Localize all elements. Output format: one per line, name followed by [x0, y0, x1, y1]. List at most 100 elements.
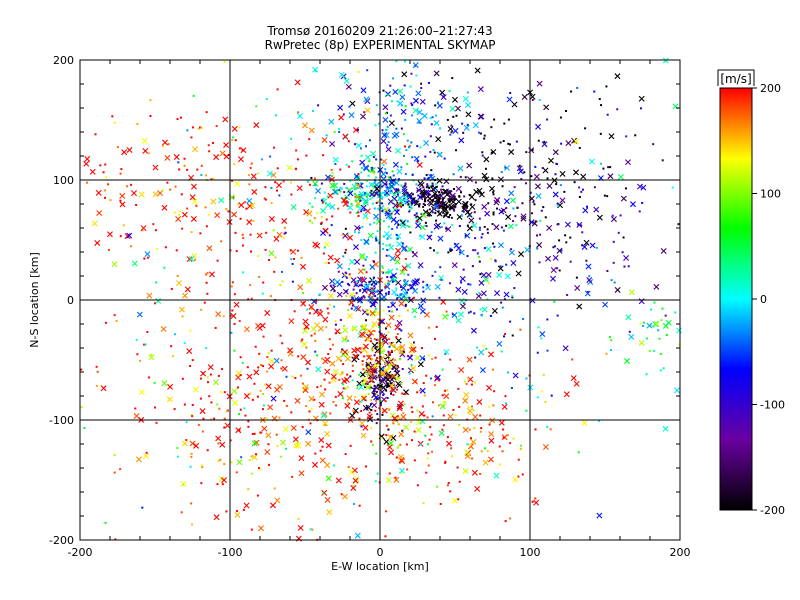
cross-marker	[614, 286, 621, 293]
cross-marker	[188, 256, 195, 263]
dot-marker	[447, 216, 450, 219]
cross-marker	[593, 206, 600, 213]
dot-marker	[379, 399, 382, 402]
dot-marker	[385, 389, 388, 392]
dot-marker	[471, 457, 474, 460]
dot-marker	[351, 379, 354, 382]
cross-marker	[373, 213, 380, 220]
dot-marker	[238, 147, 241, 150]
cross-marker	[385, 322, 392, 329]
dot-marker	[197, 127, 200, 130]
dot-marker	[329, 412, 332, 415]
scatter-points	[80, 57, 683, 542]
cross-marker	[602, 301, 609, 308]
dot-marker	[449, 247, 452, 250]
dot-marker	[406, 201, 409, 204]
cross-marker	[268, 215, 275, 222]
cross-marker	[338, 71, 345, 78]
cross-marker	[344, 402, 351, 409]
dot-marker	[418, 416, 421, 419]
dot-marker	[396, 209, 399, 212]
dot-marker	[180, 511, 183, 514]
dot-marker	[425, 374, 428, 377]
dot-marker	[256, 494, 259, 497]
dot-marker	[441, 368, 444, 371]
cross-marker	[273, 235, 280, 242]
dot-marker	[342, 397, 345, 400]
dot-marker	[234, 231, 237, 234]
dot-marker	[588, 275, 591, 278]
y-tick-label: 0	[67, 294, 74, 307]
cross-marker	[200, 370, 207, 377]
dot-marker	[390, 392, 393, 395]
dot-marker	[407, 203, 410, 206]
dot-marker	[217, 459, 220, 462]
cross-marker	[396, 405, 403, 412]
dot-marker	[343, 197, 346, 200]
dot-marker	[352, 409, 355, 412]
dot-marker	[321, 357, 324, 360]
dot-marker	[259, 431, 262, 434]
cross-marker	[395, 380, 402, 387]
dot-marker	[423, 394, 426, 397]
dot-marker	[387, 141, 390, 144]
dot-marker	[512, 437, 515, 440]
dot-marker	[505, 224, 508, 227]
cross-marker	[452, 96, 458, 103]
dot-marker	[398, 417, 401, 420]
dot-marker	[326, 307, 329, 310]
dot-marker	[339, 332, 342, 335]
dot-marker	[498, 445, 501, 448]
cross-marker	[212, 379, 219, 386]
cross-marker	[462, 397, 469, 404]
dot-marker	[360, 410, 363, 413]
cross-marker	[341, 493, 348, 500]
dot-marker	[270, 186, 273, 189]
cross-marker	[140, 225, 147, 232]
dot-marker	[466, 224, 469, 227]
dot-marker	[365, 465, 368, 468]
dot-marker	[363, 355, 366, 358]
dot-marker	[115, 319, 118, 322]
dot-marker	[382, 220, 385, 223]
dot-marker	[344, 248, 347, 251]
dot-marker	[429, 185, 432, 188]
cross-marker	[385, 477, 392, 484]
dot-marker	[217, 442, 220, 445]
cross-marker	[494, 290, 501, 297]
dot-marker	[565, 109, 568, 112]
dot-marker	[559, 184, 562, 187]
dot-marker	[313, 332, 316, 335]
dot-marker	[381, 181, 384, 184]
dot-marker	[339, 190, 342, 193]
dot-marker	[645, 373, 648, 376]
dot-marker	[358, 417, 361, 420]
cross-marker	[180, 480, 187, 487]
dot-marker	[164, 246, 167, 249]
dot-marker	[415, 183, 418, 186]
dot-marker	[264, 383, 267, 386]
cross-marker	[450, 198, 457, 205]
cross-marker	[243, 502, 250, 509]
cross-marker	[398, 431, 405, 438]
dot-marker	[247, 425, 250, 428]
dot-marker	[362, 368, 365, 371]
cross-marker	[359, 420, 366, 427]
dot-marker	[441, 185, 444, 188]
dot-marker	[385, 424, 388, 427]
dot-marker	[570, 90, 573, 93]
cross-marker	[306, 210, 313, 217]
dot-marker	[540, 390, 543, 393]
dot-marker	[403, 84, 406, 87]
cross-marker	[403, 424, 410, 431]
dot-marker	[462, 210, 465, 213]
dot-marker	[607, 166, 610, 169]
cross-marker	[552, 254, 559, 261]
dot-marker	[556, 204, 559, 207]
dot-marker	[329, 284, 332, 287]
dot-marker	[455, 149, 458, 152]
dot-marker	[334, 320, 337, 323]
dot-marker	[494, 260, 497, 263]
dot-marker	[386, 144, 389, 147]
cross-marker	[294, 79, 301, 86]
